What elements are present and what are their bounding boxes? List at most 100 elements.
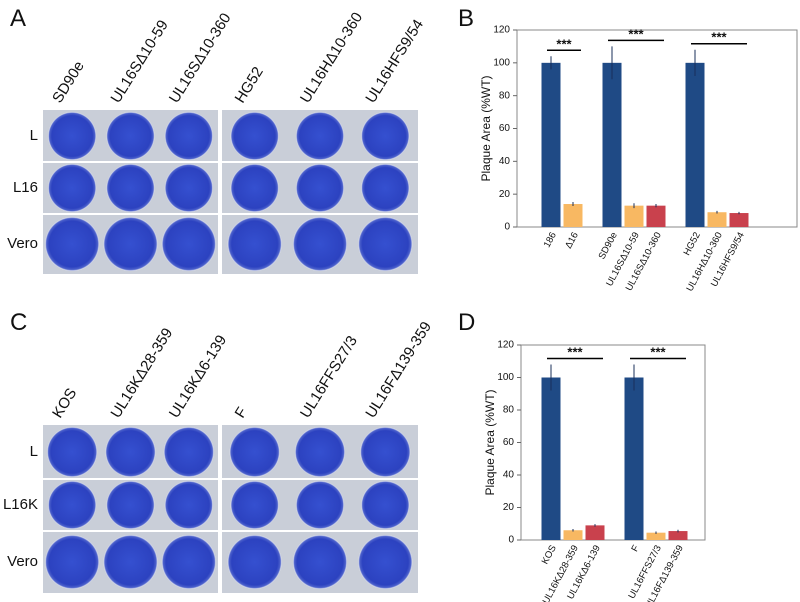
x-tick-label: 186 <box>542 230 559 249</box>
well <box>361 112 410 160</box>
column-label: UL16KΔ6-139 <box>166 332 230 421</box>
well <box>361 481 410 529</box>
well <box>106 164 155 212</box>
well <box>106 112 155 160</box>
y-tick-label: 20 <box>499 189 511 200</box>
well <box>293 535 347 589</box>
well <box>164 164 213 212</box>
bar <box>707 212 727 227</box>
well <box>105 427 156 477</box>
column-label: UL16SΔ10-59 <box>107 17 171 106</box>
y-tick-label: 80 <box>499 90 511 101</box>
well <box>161 217 216 271</box>
well <box>103 217 158 271</box>
well <box>48 112 97 160</box>
well <box>296 481 344 529</box>
well <box>295 427 345 477</box>
y-tick-label: 60 <box>503 437 515 448</box>
y-tick-label: 20 <box>503 502 515 513</box>
row-label: L16K <box>3 496 38 513</box>
well <box>296 112 344 160</box>
panel-label: B <box>458 5 474 32</box>
bar <box>624 377 644 540</box>
column-label: UL16KΔ28-359 <box>107 325 176 421</box>
well <box>164 112 213 160</box>
row-label: Vero <box>7 235 38 252</box>
well <box>45 535 100 589</box>
bar <box>563 530 583 540</box>
well <box>360 427 411 477</box>
row-label: L16 <box>13 179 38 196</box>
y-tick-label: 0 <box>508 535 514 546</box>
well <box>230 112 279 160</box>
y-tick-label: 60 <box>499 123 511 134</box>
x-tick-label: F <box>629 543 642 553</box>
well <box>103 535 158 589</box>
well <box>164 481 213 529</box>
significance-label: *** <box>556 36 572 51</box>
y-tick-label: 40 <box>503 470 515 481</box>
well <box>227 217 282 271</box>
well <box>161 535 216 589</box>
bar <box>668 531 688 540</box>
row-label: L <box>30 443 38 460</box>
x-tick-label: SD90e <box>597 230 620 261</box>
column-label: UL16FΔ139-359 <box>362 319 435 421</box>
well <box>48 164 97 212</box>
column-label: F <box>232 404 251 421</box>
block-gap <box>218 110 222 274</box>
y-tick-label: 120 <box>493 25 510 36</box>
bar <box>685 62 705 228</box>
panel-label: C <box>10 309 27 336</box>
bar <box>585 525 605 540</box>
y-axis-label: Plaque Area (%WT) <box>483 389 497 495</box>
column-label: KOS <box>49 385 80 421</box>
y-tick-label: 120 <box>497 340 514 351</box>
significance-label: *** <box>650 345 666 360</box>
well <box>230 481 279 529</box>
block-gap <box>218 425 222 593</box>
bar <box>646 205 666 227</box>
bar <box>541 62 561 228</box>
well <box>358 535 413 589</box>
column-label: UL16FFS27/3 <box>297 333 361 421</box>
y-tick-label: 40 <box>499 156 511 167</box>
well <box>358 217 413 271</box>
row-label: Vero <box>7 553 38 570</box>
x-tick-label: Δ16 <box>563 230 581 250</box>
significance-label: *** <box>567 345 583 360</box>
well <box>229 427 280 477</box>
panel-label: A <box>10 5 26 32</box>
well <box>163 427 214 477</box>
well <box>48 481 97 529</box>
bar <box>646 532 666 540</box>
y-tick-label: 100 <box>493 57 510 68</box>
row-label: L <box>30 127 38 144</box>
bar <box>729 213 749 227</box>
x-tick-label: HG52 <box>682 230 703 257</box>
column-label: UL16HΔ10-360 <box>297 9 366 106</box>
well <box>227 535 282 589</box>
column-label: UL16SΔ10-360 <box>166 10 235 106</box>
y-axis-label: Plaque Area (%WT) <box>479 75 493 181</box>
well <box>230 164 279 212</box>
significance-label: *** <box>628 26 644 41</box>
column-label: SD90e <box>49 58 88 106</box>
column-label: HG52 <box>232 64 267 106</box>
well <box>106 481 155 529</box>
y-tick-label: 100 <box>497 372 514 383</box>
panel-label: D <box>458 309 475 336</box>
y-tick-label: 80 <box>503 405 515 416</box>
column-label: UL16HFS9/54 <box>362 16 427 106</box>
bar <box>624 205 644 227</box>
bar <box>541 377 561 540</box>
significance-label: *** <box>711 30 727 45</box>
well <box>47 427 98 477</box>
well <box>361 164 410 212</box>
well <box>45 217 100 271</box>
bar <box>563 204 583 227</box>
y-tick-label: 0 <box>504 222 510 233</box>
x-tick-label: KOS <box>540 543 559 566</box>
well <box>296 164 344 212</box>
